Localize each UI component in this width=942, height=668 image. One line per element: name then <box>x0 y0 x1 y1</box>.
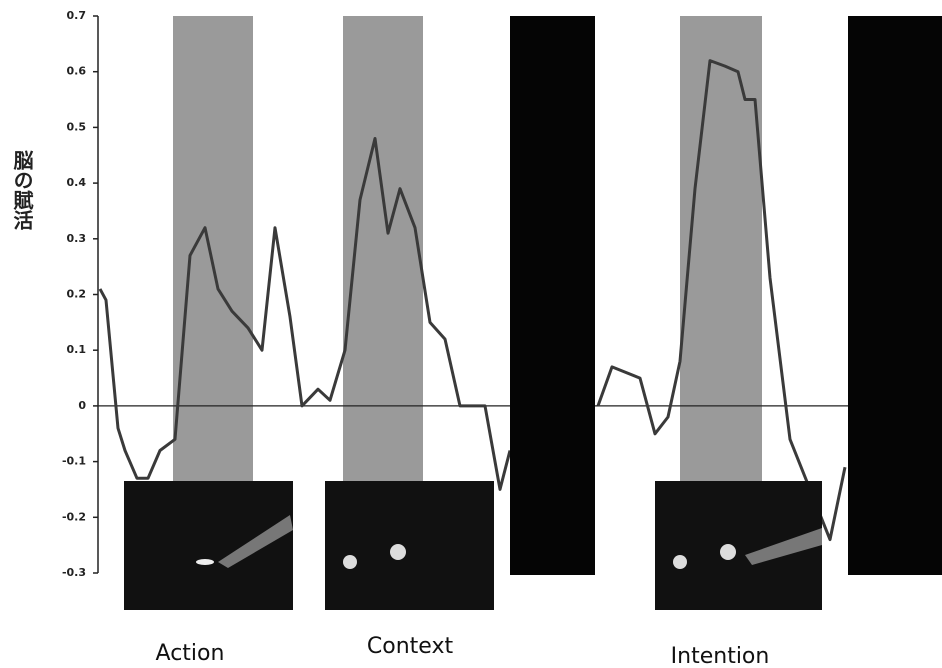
image-detail <box>390 544 406 560</box>
image <box>325 481 494 610</box>
y-tick-label: 0.6 <box>67 65 87 78</box>
stimulus-images <box>124 481 822 610</box>
y-tick-label: -0.1 <box>62 455 86 468</box>
y-tick-label: 0.1 <box>67 343 87 356</box>
y-tick-label: 0.5 <box>67 120 87 133</box>
condition-label: Context <box>367 634 454 659</box>
y-axis-label: 脳の賦活 <box>10 150 34 231</box>
band-cover <box>848 16 942 575</box>
image-detail <box>673 555 687 569</box>
chart: -0.3-0.2-0.100.10.20.30.40.50.60.7 脳の賦活 … <box>0 0 942 668</box>
y-tick-label: 0.4 <box>67 176 87 189</box>
image-detail <box>343 555 357 569</box>
image-detail <box>720 544 736 560</box>
y-tick-label: -0.2 <box>62 510 86 523</box>
band-cover <box>510 16 595 575</box>
y-tick-label: 0 <box>78 399 86 412</box>
y-tick-label: -0.3 <box>62 566 86 579</box>
image-detail <box>196 559 214 565</box>
y-tick-label: 0.7 <box>67 9 87 22</box>
condition-label: Intention <box>671 644 770 668</box>
image <box>124 481 293 610</box>
condition-label: Action <box>156 641 225 666</box>
y-tick-label: 0.2 <box>67 288 87 301</box>
y-tick-label: 0.3 <box>67 232 87 245</box>
